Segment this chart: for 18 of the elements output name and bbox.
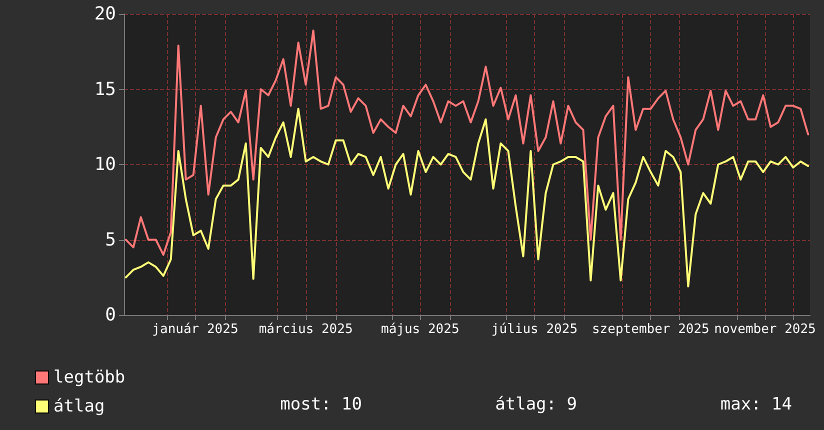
y-tick-label: 10 [94, 154, 116, 175]
x-tick-label: január 2025 [152, 322, 238, 337]
y-tick-label: 5 [105, 229, 116, 250]
text: most: 10 [280, 394, 362, 414]
x-tick-label: július 2025 [491, 322, 578, 337]
y-tick-label: 0 [105, 304, 116, 326]
line-series [124, 30, 810, 256]
text: átlag: 9 [495, 394, 578, 414]
line-series [124, 108, 810, 288]
x-tick-label: november 2025 [714, 322, 816, 337]
text: max: 14 [720, 394, 792, 414]
x-tick-label: március 2025 [258, 322, 353, 337]
legend-label: átlag [54, 396, 105, 416]
legend-label: legtöbb [54, 368, 126, 388]
x-tick-label: május 2025 [381, 322, 460, 337]
y-tick-label: 15 [94, 78, 116, 100]
y-tick-label: 20 [94, 4, 116, 24]
x-tick-label: szeptember 2025 [592, 322, 710, 337]
